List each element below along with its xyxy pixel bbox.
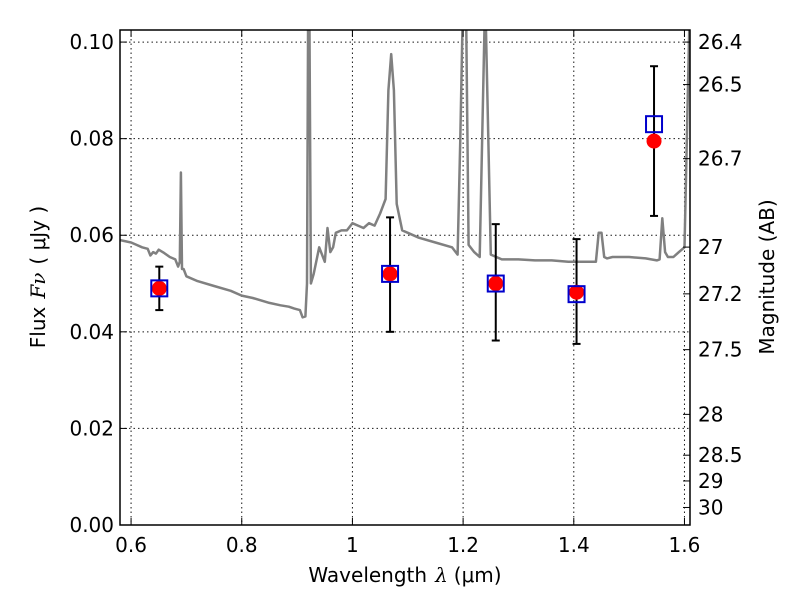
x-tick-label: 0.6 (115, 533, 147, 557)
observed-point (569, 284, 585, 300)
model-flux-marker (645, 115, 664, 134)
magnitude-tick-label: 28 (698, 402, 723, 426)
model-flux-marker (486, 274, 505, 293)
magnitude-tick-label: 28.5 (698, 443, 743, 467)
magnitude-tick-label: 26.7 (698, 147, 743, 171)
model-flux-markers (150, 115, 664, 304)
y-tick-label: 0.10 (69, 30, 114, 54)
spectrum-layer (120, 30, 690, 319)
magnitude-tick-label: 27 (698, 235, 723, 259)
ticks (120, 30, 690, 526)
y-tick-label: 0.04 (69, 320, 114, 344)
x-tick-label: 1 (346, 533, 359, 557)
magnitude-axis-title: Magnitude (AB) (755, 199, 779, 354)
plot-frame (119, 29, 691, 526)
observed-point (151, 280, 167, 296)
observed-points (151, 133, 662, 300)
magnitude-tick-label: 30 (698, 495, 723, 519)
y-tick-labels: 0.00 0.02 0.04 0.06 0.08 0.10 (69, 30, 114, 537)
y-tick-label: 0.02 (69, 416, 114, 440)
y-tick-label: 0.08 (69, 127, 114, 151)
x-tick-label: 1.6 (669, 533, 701, 557)
model-flux-marker (567, 285, 586, 304)
observed-point (382, 266, 398, 282)
magnitude-tick-label: 29 (698, 469, 723, 493)
y-axis-title: FluxFν( μJy ) (26, 206, 50, 348)
x-tick-label: 1.2 (447, 533, 479, 557)
y-tick-label: 0.06 (69, 223, 114, 247)
spectrum-line (120, 30, 690, 319)
x-axis-title: Wavelength λ (μm) (308, 563, 501, 587)
x-tick-label: 0.8 (226, 533, 258, 557)
magnitude-tick-label: 26.5 (698, 73, 743, 97)
x-tick-label: 1.4 (558, 533, 590, 557)
observed-point (488, 276, 504, 292)
observed-point (646, 133, 662, 149)
x-tick-labels: 0.6 0.8 1 1.2 1.4 1.6 (115, 533, 700, 557)
y-tick-label: 0.00 (69, 513, 114, 537)
magnitude-tick-label: 26.4 (698, 30, 743, 54)
model-flux-marker (150, 279, 169, 298)
magnitude-tick-label: 27.5 (698, 338, 743, 362)
model-flux-marker (381, 264, 400, 283)
grid (120, 30, 690, 526)
magnitude-tick-label: 27.2 (698, 282, 743, 306)
